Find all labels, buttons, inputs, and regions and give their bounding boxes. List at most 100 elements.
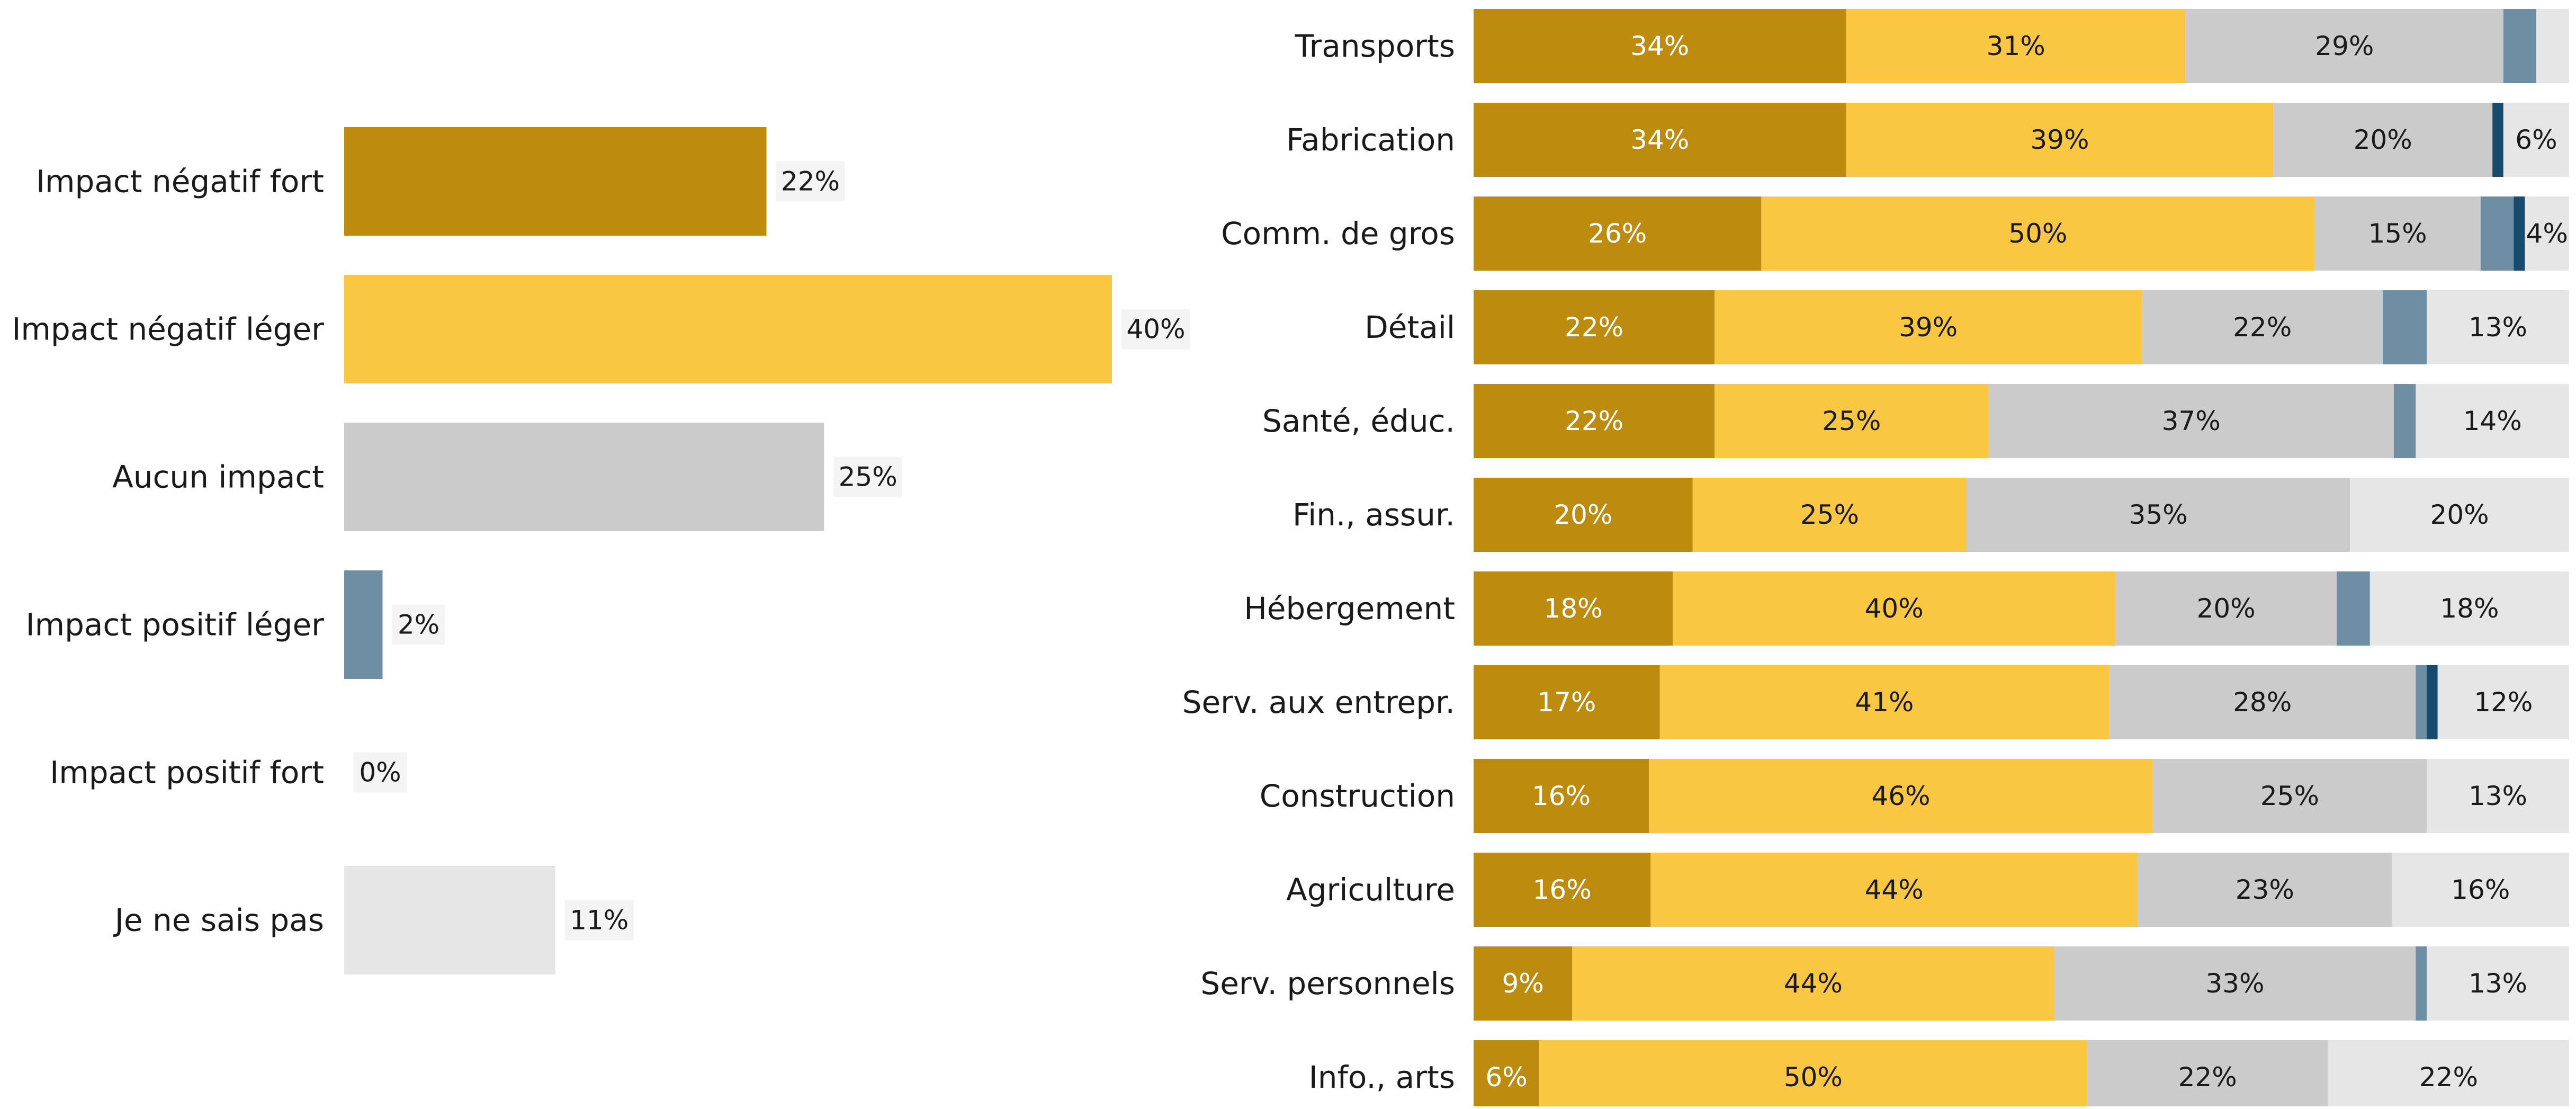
- segment-label-hebergement-2: 40%: [1865, 593, 1924, 624]
- segment-label-fabrication-3: 20%: [2354, 124, 2412, 155]
- sector-label-detail: Détail: [1365, 309, 1455, 345]
- segment-comm-de-gros-5: [2514, 196, 2525, 271]
- segment-serv-aux-entrepr-5: [2427, 665, 2438, 739]
- impact-distribution-chart: Impact négatif fort 22% Impact négatif lég…: [12, 127, 1190, 974]
- segment-construction-2: [1649, 759, 2153, 833]
- segment-serv-aux-entrepr-3: [2109, 665, 2416, 739]
- sector-label-info-arts: Info., arts: [1309, 1059, 1455, 1095]
- segment-hebergement-2: [1673, 571, 2116, 646]
- segment-label-hebergement-6: 18%: [2440, 593, 2499, 624]
- segment-label-serv-personnels-2: 44%: [1784, 968, 1843, 999]
- bar-impact-negatif-leger: [344, 275, 1112, 383]
- segment-serv-personnels-2: [1572, 946, 2054, 1021]
- data-label-bg-impact-negatif-fort: [776, 161, 845, 202]
- segment-label-comm-de-gros-6: 4%: [2526, 218, 2568, 249]
- segment-label-info-arts-1: 6%: [1485, 1062, 1527, 1093]
- segment-detail-6: [2427, 290, 2569, 364]
- segment-sante-educ-4: [2393, 384, 2416, 458]
- data-label-impact-positif-leger: 2%: [398, 610, 439, 640]
- segment-comm-de-gros-3: [2314, 196, 2481, 271]
- segment-agriculture-1: [1474, 853, 1651, 927]
- bar-impact-negatif-fort: [344, 127, 767, 236]
- bar-je-ne-sais-pas: [344, 866, 555, 974]
- segment-label-serv-aux-entrepr-3: 28%: [2233, 687, 2292, 718]
- segment-info-arts-1: [1474, 1040, 1540, 1109]
- segment-label-fin-assur-2: 25%: [1800, 499, 1859, 530]
- category-label-impact-positif-leger: Impact positif léger: [25, 607, 324, 643]
- category-label-aucun-impact: Aucun impact: [112, 459, 324, 495]
- data-label-je-ne-sais-pas: 11%: [570, 905, 629, 936]
- segment-serv-aux-entrepr-1: [1474, 665, 1660, 739]
- segment-detail-4: [2383, 290, 2427, 364]
- data-label-bg-impact-positif-leger: [392, 604, 445, 645]
- segment-serv-aux-entrepr-6: [2437, 665, 2569, 739]
- segment-label-sante-educ-3: 37%: [2162, 406, 2221, 436]
- segment-detail-3: [2142, 290, 2383, 364]
- segment-detail-1: [1474, 290, 1715, 364]
- category-label-impact-positif-fort: Impact positif fort: [50, 755, 324, 791]
- sector-label-agriculture: Agriculture: [1286, 872, 1455, 908]
- segment-label-sante-educ-1: 22%: [1565, 406, 1623, 436]
- data-label-bg-impact-negatif-leger: [1121, 309, 1190, 350]
- segment-label-comm-de-gros-1: 26%: [1588, 218, 1647, 249]
- segment-serv-aux-entrepr-2: [1659, 665, 2110, 739]
- data-label-bg-je-ne-sais-pas: [564, 900, 634, 941]
- segment-transports-6: [2536, 9, 2569, 83]
- segment-fabrication-2: [1846, 103, 2274, 177]
- segment-label-construction-1: 16%: [1532, 781, 1591, 811]
- category-label-impact-negatif-fort: Impact négatif fort: [36, 164, 324, 200]
- segment-hebergement-3: [2115, 571, 2337, 646]
- segment-agriculture-6: [2392, 853, 2569, 927]
- segment-sante-educ-2: [1715, 384, 1989, 458]
- segment-label-transports-2: 31%: [1987, 31, 2045, 61]
- sector-label-construction: Construction: [1260, 778, 1455, 814]
- segment-serv-personnels-6: [2427, 946, 2569, 1021]
- segment-comm-de-gros-6: [2525, 196, 2569, 271]
- segment-construction-3: [2152, 759, 2427, 833]
- segment-serv-aux-entrepr-4: [2416, 665, 2427, 739]
- bar-impact-positif-leger: [344, 570, 383, 679]
- bar-aucun-impact: [344, 423, 824, 531]
- sector-label-fabrication: Fabrication: [1286, 122, 1455, 158]
- segment-serv-personnels-4: [2416, 946, 2427, 1021]
- segment-label-comm-de-gros-3: 15%: [2368, 218, 2427, 249]
- segment-agriculture-2: [1650, 853, 2138, 927]
- segment-label-agriculture-1: 16%: [1533, 874, 1592, 905]
- segment-info-arts-3: [2087, 1040, 2328, 1109]
- data-label-bg-aucun-impact: [833, 457, 903, 497]
- segment-comm-de-gros-2: [1761, 196, 2315, 271]
- sector-label-transports: Transports: [1295, 28, 1455, 64]
- segment-fin-assur-1: [1474, 478, 1693, 552]
- segment-comm-de-gros-1: [1474, 196, 1762, 271]
- segment-label-info-arts-2: 50%: [1784, 1062, 1843, 1093]
- segment-fabrication-1: [1474, 103, 1846, 177]
- segment-comm-de-gros-4: [2480, 196, 2514, 271]
- segment-info-arts-6: [2328, 1040, 2569, 1109]
- segment-transports-2: [1846, 9, 2186, 83]
- segment-transports-4: [2503, 9, 2536, 83]
- data-label-impact-positif-fort: 0%: [359, 757, 401, 788]
- segment-fin-assur-3: [1967, 478, 2350, 552]
- segment-fabrication-5: [2492, 103, 2503, 177]
- segment-sante-educ-6: [2416, 384, 2569, 458]
- segment-transports-3: [2185, 9, 2503, 83]
- segment-label-serv-aux-entrepr-6: 12%: [2474, 687, 2533, 718]
- segment-label-detail-6: 13%: [2469, 312, 2527, 343]
- segment-label-comm-de-gros-2: 50%: [2008, 218, 2067, 249]
- segment-label-fin-assur-3: 35%: [2129, 499, 2188, 530]
- segment-label-serv-aux-entrepr-1: 17%: [1537, 687, 1596, 718]
- segment-label-hebergement-3: 20%: [2197, 593, 2256, 624]
- segment-label-fabrication-6: 6%: [2515, 124, 2557, 155]
- segment-label-info-arts-6: 22%: [2419, 1062, 2478, 1093]
- segment-construction-6: [2427, 759, 2569, 833]
- segment-hebergement-6: [2369, 571, 2569, 646]
- segment-label-serv-personnels-1: 9%: [1502, 968, 1543, 999]
- segment-label-sante-educ-2: 25%: [1822, 406, 1881, 436]
- segment-label-serv-personnels-6: 13%: [2469, 968, 2527, 999]
- segment-serv-personnels-3: [2054, 946, 2416, 1021]
- segment-label-hebergement-1: 18%: [1544, 593, 1603, 624]
- data-label-impact-negatif-fort: 22%: [781, 166, 840, 197]
- segment-agriculture-3: [2137, 853, 2392, 927]
- impact-by-sector-chart: Transports 34% 31% 29% Fabrication 34% 39% 20% 6…: [1182, 9, 2569, 1109]
